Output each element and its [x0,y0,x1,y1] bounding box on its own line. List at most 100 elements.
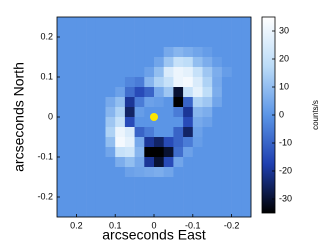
heatmap-cell [105,27,116,38]
heatmap-cell [173,107,184,118]
heatmap-cell [221,27,232,38]
heatmap-cell [202,27,213,38]
heatmap-cell [192,107,203,118]
heatmap-cell [105,177,116,188]
heatmap-cell [134,187,145,198]
heatmap-cell [105,107,116,118]
heatmap-cell [163,57,174,68]
y-axis-label: arcseconds North [11,62,27,172]
heatmap-cell [124,107,135,118]
heatmap-cell [86,207,97,218]
heatmap-cell [192,57,203,68]
heatmap-cell [105,137,116,148]
heatmap-cell [154,207,164,218]
heatmap-cell [221,67,232,78]
heatmap-cell [231,197,242,208]
heatmap-cell [241,27,252,38]
heatmap-cell [183,177,194,188]
heatmap-cell [134,157,145,168]
heatmap-cell [221,97,232,108]
heatmap-cell [192,117,203,128]
heatmap-cell [66,27,77,38]
x-tick-label: 0.2 [70,220,83,230]
heatmap-cell [105,167,116,178]
heatmap-cell [115,47,126,58]
heatmap-cell [163,207,174,218]
heatmap-cell [124,17,135,28]
heatmap-cell [66,117,77,128]
heatmap-cell [115,117,126,128]
heatmap-cell [202,97,213,108]
heatmap-cell [86,197,97,208]
heatmap-cell [231,127,242,138]
heatmap-cell [144,187,155,198]
heatmap-cell [183,67,194,78]
heatmap-cell [231,177,242,188]
heatmap-cell [173,97,184,108]
heatmap-cell [221,187,232,198]
heatmap-cell [134,27,145,38]
heatmap-cell [192,67,203,78]
heatmap-cell [173,27,184,38]
heatmap-cell [183,157,194,168]
heatmap-cell [163,77,174,88]
heatmap-cell [173,77,184,88]
heatmap-cell [212,87,223,98]
heatmap-cell [76,197,87,208]
center-marker [150,113,158,121]
heatmap-cell [115,177,126,188]
heatmap-cell [173,87,184,98]
heatmap-cell [241,197,252,208]
heatmap-cell [76,117,87,128]
heatmap-cell [86,147,97,158]
heatmap-cell [221,57,232,68]
heatmap-cell [86,77,97,88]
heatmap-cell [163,177,174,188]
heatmap-cell [115,67,126,78]
heatmap-cell [154,47,164,58]
heatmap-cell [144,17,155,28]
heatmap-cell [231,37,242,48]
heatmap-cell [105,157,116,168]
heatmap-cell [231,67,242,78]
heatmap-cell [115,167,126,178]
heatmap-cell [124,47,135,58]
heatmap-cell [115,57,126,68]
heatmap-cell [173,37,184,48]
heatmap-cell [183,207,194,218]
heatmap-cell [57,27,67,38]
heatmap-cell [86,47,97,58]
heatmap-cell [86,17,97,28]
heatmap-cell [212,77,223,88]
heatmap-cell [134,117,145,128]
heatmap-cell [192,147,203,158]
heatmap-cell [95,137,106,148]
heatmap-cell [115,197,126,208]
heatmap-cell [57,97,67,108]
heatmap-cell [134,87,145,98]
heatmap-cell [154,157,164,168]
heatmap-cell [95,197,106,208]
heatmap-cell [173,167,184,178]
heatmap-cell [183,127,194,138]
heatmap-cell [183,137,194,148]
heatmap-cell [173,117,184,128]
heatmap-cell [105,57,116,68]
heatmap-cell [57,127,67,138]
heatmap-cell [115,97,126,108]
heatmap-cell [57,167,67,178]
heatmap-cell [115,137,126,148]
heatmap-cell [66,197,77,208]
heatmap-cell [241,177,252,188]
heatmap-cell [202,147,213,158]
heatmap-cell [105,117,116,128]
heatmap-cell [231,87,242,98]
heatmap-cell [76,137,87,148]
heatmap-cell [231,97,242,108]
heatmap-cell [202,127,213,138]
heatmap-cell [115,127,126,138]
heatmap-cell [202,17,213,28]
heatmap-cell [231,57,242,68]
heatmap-cell [221,87,232,98]
heatmap-cell [66,57,77,68]
